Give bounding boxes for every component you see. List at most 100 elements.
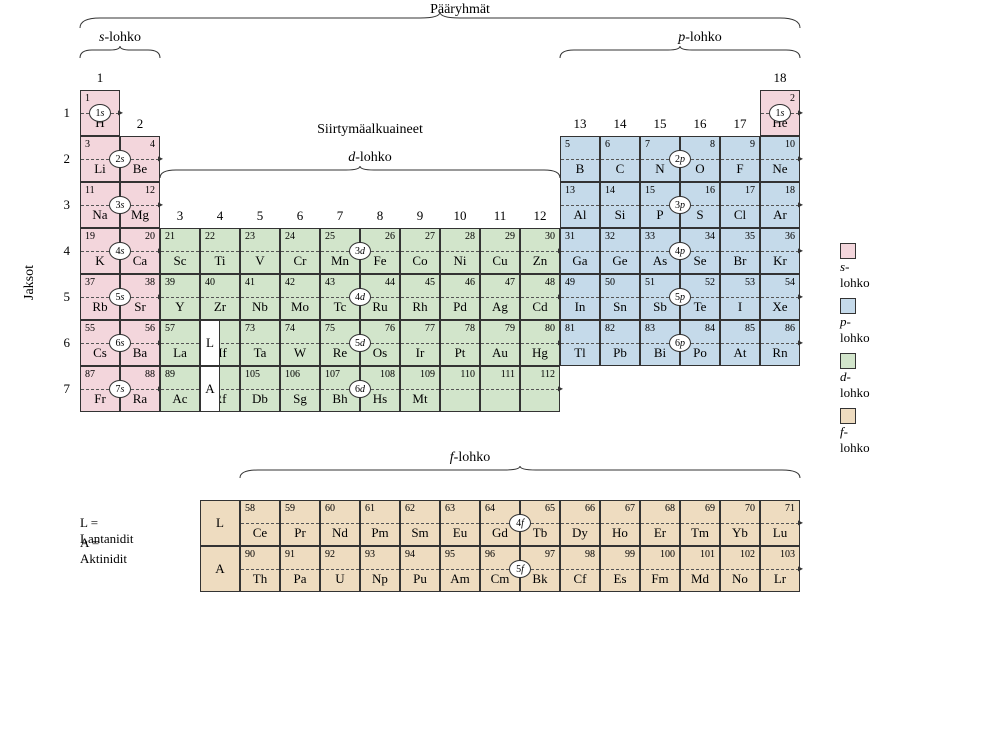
f-block-brace [240,468,800,484]
element-symbol: Lu [773,525,787,541]
atomic-number: 112 [540,369,555,380]
element-cell-Es: 99 Es [600,546,640,592]
element-symbol: N [655,161,664,177]
group-header-8: 8 [360,208,400,224]
element-cell-La: 57La [160,320,200,366]
element-symbol: Y [175,299,184,315]
element-cell-Nd: 60Nd [320,500,360,546]
atomic-number: 86 [785,323,795,334]
atomic-number: 94 [405,549,415,560]
element-cell-Tm: 69Tm [680,500,720,546]
element-symbol: Sr [134,299,146,315]
element-cell-C: 6C [600,136,640,182]
element-cell-Th: 90Th [240,546,280,592]
element-cell-Sg: 106Sg [280,366,320,412]
orbital-badge-4s: 4s [109,242,131,260]
atomic-number: 42 [285,277,295,288]
element-symbol: Bk [532,571,547,587]
fill-arrow-icon: ▸ [798,518,803,529]
atomic-number: 106 [285,369,300,380]
element-symbol: Es [614,571,627,587]
element-symbol: Mt [412,391,427,407]
element-symbol: Am [450,571,470,587]
element-symbol: Cf [574,571,587,587]
element-cell-Tl: 81Tl [560,320,600,366]
element-cell-Pb: 82Pb [600,320,640,366]
element-cell-Br: 35Br [720,228,760,274]
atomic-number: 1 [85,93,90,104]
atomic-number: 45 [425,277,435,288]
atomic-number: 33 [645,231,655,242]
atomic-number: 32 [605,231,615,242]
group-header-7: 7 [320,208,360,224]
element-symbol: Zr [214,299,226,315]
group-header-16: 16 [680,116,720,132]
period-label-6: 6 [50,335,70,351]
atomic-number: 38 [145,277,155,288]
element-cell-Dy: 66Dy [560,500,600,546]
element-cell-Au: 79Au [480,320,520,366]
s-block-brace [80,48,160,64]
group-header-9: 9 [400,208,440,224]
element-cell-110: 110 [440,366,480,412]
orbital-badge-4p: 4p [669,242,691,260]
element-cell-Ge: 32Ge [600,228,640,274]
element-cell-V: 23V [240,228,280,274]
atomic-number: 88 [145,369,155,380]
element-symbol: Pm [371,525,388,541]
orbital-badge-6s: 6s [109,334,131,352]
element-cell-Ag: 47Ag [480,274,520,320]
atomic-number: 97 [545,549,555,560]
atomic-number: 79 [505,323,515,334]
atomic-number: 73 [245,323,255,334]
element-symbol: Li [94,161,106,177]
element-symbol: Cd [532,299,547,315]
atomic-number: 61 [365,503,375,514]
element-cell-Pm: 61 Pm [360,500,400,546]
atomic-number: 99 [625,549,635,560]
atomic-number: 47 [505,277,515,288]
atomic-number: 31 [565,231,575,242]
element-symbol: Pt [455,345,466,361]
legend-item-f: f-lohko [840,407,870,456]
element-cell-Zn: 30Zn▸ [520,228,560,274]
transition-metals-title: Siirtymäalkuaineet [260,122,480,138]
atomic-number: 96 [485,549,495,560]
element-cell-Cu: 29Cu [480,228,520,274]
legend-item-p: p-lohko [840,297,870,346]
period-label-3: 3 [50,197,70,213]
atomic-number: 56 [145,323,155,334]
element-cell-Mt: 109Mt [400,366,440,412]
element-symbol: Rb [92,299,107,315]
atomic-number: 51 [645,277,655,288]
atomic-number: 23 [245,231,255,242]
element-cell-I: 53I [720,274,760,320]
element-symbol: Po [693,345,707,361]
element-cell-Sm: 62Sm [400,500,440,546]
period-label-7: 7 [50,381,70,397]
element-cell-Lr: 103Lr▸ [760,546,800,592]
atomic-number: 52 [705,277,715,288]
atomic-number: 105 [245,369,260,380]
atomic-number: 78 [465,323,475,334]
element-cell-Pu: 94Pu [400,546,440,592]
element-symbol: Co [412,253,427,269]
orbital-badge-3s: 3s [109,196,131,214]
element-symbol: Sb [653,299,667,315]
element-symbol: Fr [94,391,106,407]
atomic-number: 25 [325,231,335,242]
element-cell-Yb: 70Yb [720,500,760,546]
atomic-number: 6 [605,139,610,150]
group-header-2: 2 [120,116,160,132]
orbital-badge-5p: 5p [669,288,691,306]
placeholder-cell-A: A [200,366,220,412]
atomic-number: 71 [785,503,795,514]
element-symbol: Ni [454,253,467,269]
atomic-number: 49 [565,277,575,288]
orbital-badge-6p: 6p [669,334,691,352]
element-symbol: Ta [254,345,267,361]
element-cell-Md: 101Md [680,546,720,592]
element-symbol: Fm [651,571,668,587]
atomic-number: 107 [325,369,340,380]
element-cell-Ar: 18Ar▸ [760,182,800,228]
